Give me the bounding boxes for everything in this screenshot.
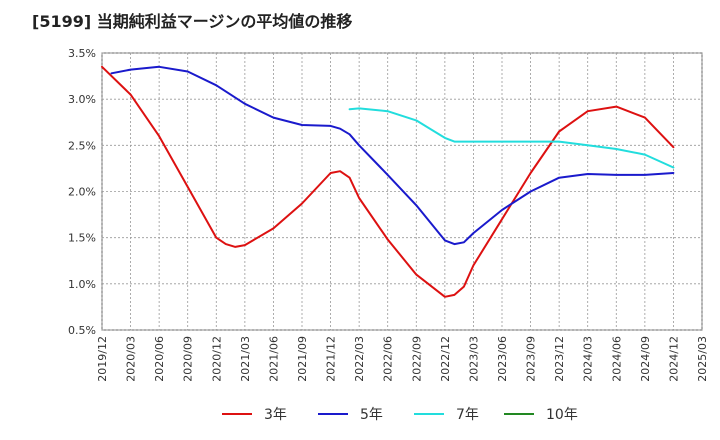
y-tick-label: 3.0% — [68, 93, 96, 106]
x-tick-label: 2024/03 — [582, 336, 595, 382]
y-tick-label: 1.0% — [68, 278, 96, 291]
legend-label-1: 3年 — [264, 407, 287, 423]
y-tick-label: 3.5% — [68, 47, 96, 60]
x-tick-label: 2023/06 — [496, 336, 509, 382]
legend-label-2: 5年 — [360, 407, 383, 423]
y-tick-label: 2.5% — [68, 139, 96, 152]
x-tick-label: 2020/03 — [125, 336, 138, 382]
x-tick-label: 2022/09 — [410, 336, 423, 382]
x-tick-label: 2021/06 — [267, 336, 280, 382]
legend-label-3: 7年 — [456, 407, 479, 423]
x-tick-label: 2020/09 — [182, 336, 195, 382]
y-tick-label: 2.0% — [68, 186, 96, 199]
series-line-1 — [101, 65, 675, 298]
legend-label-4: 10年 — [546, 407, 578, 423]
x-tick-label: 2024/09 — [639, 336, 652, 382]
series-line-3 — [348, 107, 675, 169]
y-tick-label: 1.5% — [68, 232, 96, 245]
x-tick-label: 2024/12 — [667, 336, 680, 382]
x-tick-label: 2022/06 — [382, 336, 395, 382]
x-tick-label: 2023/12 — [553, 336, 566, 382]
x-tick-label: 2021/12 — [325, 336, 338, 382]
x-tick-label: 2022/12 — [439, 336, 452, 382]
x-tick-label: 2023/03 — [467, 336, 480, 382]
y-tick-label: 0.5% — [68, 324, 96, 337]
chart-title: [5199] 当期純利益マージンの平均値の推移 — [32, 12, 353, 31]
x-tick-label: 2022/03 — [353, 336, 366, 382]
x-tick-label: 2020/06 — [153, 336, 166, 382]
x-tick-label: 2021/09 — [296, 336, 309, 382]
x-tick-label: 2021/03 — [239, 336, 252, 382]
x-tick-label: 2023/09 — [525, 336, 538, 382]
x-tick-label: 2025/03 — [696, 336, 709, 382]
series-line-2 — [110, 65, 675, 246]
x-tick-label: 2019/12 — [96, 336, 109, 382]
x-tick-label: 2024/06 — [610, 336, 623, 382]
x-tick-label: 2020/12 — [210, 336, 223, 382]
